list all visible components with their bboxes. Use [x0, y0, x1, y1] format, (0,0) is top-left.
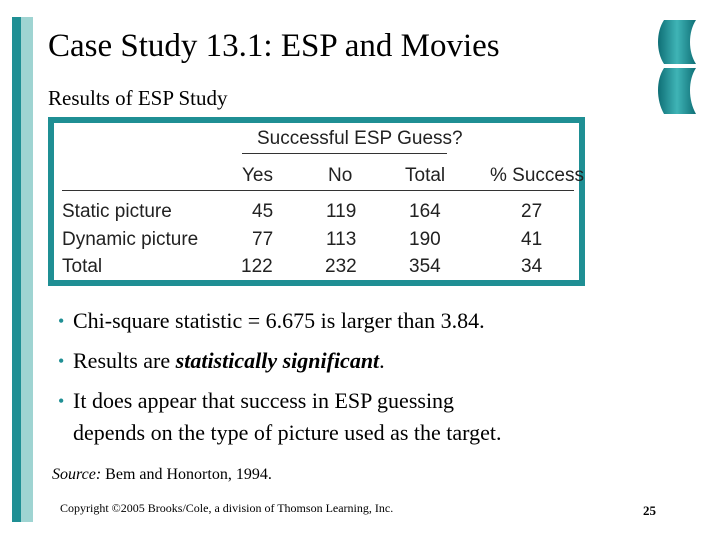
bullet-text: Results are [73, 348, 176, 373]
cell-total: 164 [409, 201, 441, 222]
column-header-no: No [328, 165, 353, 186]
emphasis-text: statistically significant [175, 348, 380, 373]
bullet-text-line2: depends on the type of picture used as t… [73, 420, 502, 445]
row-label: Dynamic picture [62, 229, 199, 250]
page-number: 25 [643, 503, 656, 518]
wave-ribbon-decoration [658, 20, 696, 114]
copyright-notice: Copyright ©2005 Brooks/Cole, a division … [60, 501, 394, 515]
column-header-yes: Yes [242, 165, 273, 186]
bullet-item: • It does appear that success in ESP gue… [58, 385, 658, 449]
left-accent-bar-light [21, 17, 33, 522]
bullet-list: • Chi-square statistic = 6.675 is larger… [58, 305, 658, 457]
source-text: Bem and Honorton, 1994. [101, 466, 272, 483]
group-header-rule [242, 153, 447, 154]
bullet-text: Chi-square statistic = 6.675 is larger t… [73, 308, 485, 333]
column-header-rule [62, 190, 574, 191]
row-label: Static picture [62, 201, 172, 222]
cell-success: 34 [521, 256, 543, 277]
cell-total: 190 [409, 229, 441, 250]
slide-subtitle: Results of ESP Study [48, 86, 228, 110]
cell-yes: 45 [252, 201, 274, 222]
row-label: Total [62, 256, 103, 277]
cell-total: 354 [409, 256, 441, 277]
source-label: Source: [52, 466, 102, 483]
bullet-dot-icon: • [58, 391, 65, 411]
cell-yes: 77 [252, 229, 274, 250]
cell-success: 41 [521, 229, 543, 250]
source-citation: Source: Bem and Honorton, 1994. [52, 466, 272, 484]
cell-no: 232 [325, 256, 357, 277]
cell-no: 113 [326, 229, 357, 250]
column-header-total: Total [405, 165, 446, 186]
cell-no: 119 [326, 201, 357, 222]
slide-title: Case Study 13.1: ESP and Movies [48, 28, 500, 64]
bullet-text-end: . [379, 348, 385, 373]
bullet-dot-icon: • [58, 311, 65, 331]
bullet-text-line1: It does appear that success in ESP guess… [73, 388, 455, 413]
table-group-header: Successful ESP Guess? [257, 128, 463, 149]
column-header-success: % Success [490, 165, 584, 186]
bullet-dot-icon: • [58, 351, 65, 371]
bullet-item: • Chi-square statistic = 6.675 is larger… [58, 305, 658, 337]
left-accent-bar [12, 17, 21, 522]
cell-success: 27 [521, 201, 543, 222]
cell-yes: 122 [241, 256, 273, 277]
bullet-item: • Results are statistically significant. [58, 345, 658, 377]
esp-results-table: Successful ESP Guess? Yes No Total % Suc… [48, 117, 585, 286]
